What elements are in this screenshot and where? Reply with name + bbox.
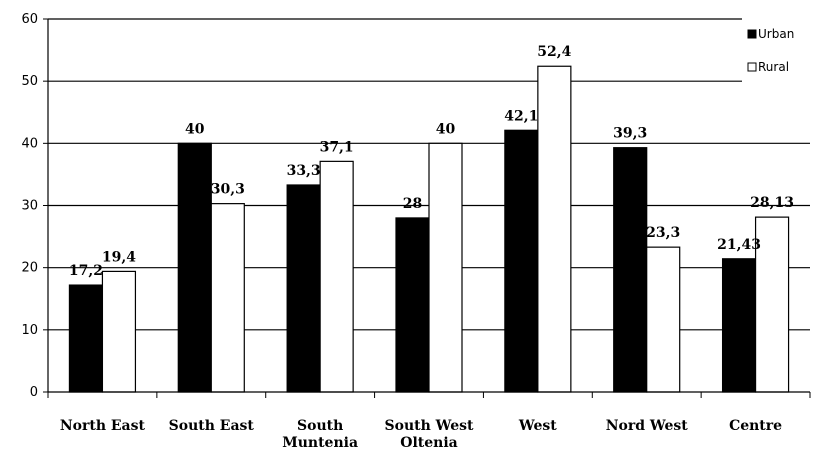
legend-swatch-rural bbox=[747, 62, 757, 72]
x-tick-label: South Muntenia bbox=[282, 418, 358, 451]
data-label: 42,1 bbox=[504, 108, 538, 124]
data-label: 40 bbox=[436, 121, 456, 137]
bar-urban bbox=[613, 147, 648, 393]
data-label: 19,4 bbox=[102, 249, 136, 265]
x-tick-label: West bbox=[518, 418, 557, 434]
bar-urban bbox=[286, 184, 321, 393]
x-tick-label: Nord West bbox=[606, 418, 689, 434]
legend-label-rural: Rural bbox=[758, 60, 789, 74]
y-tick-label: 60 bbox=[21, 12, 38, 27]
bar-urban bbox=[504, 129, 539, 393]
y-tick-label: 50 bbox=[21, 74, 38, 89]
data-label: 21,43 bbox=[717, 237, 761, 253]
x-axis: North East South East South Muntenia South W… bbox=[47, 391, 811, 451]
x-tick-label: North East bbox=[60, 418, 146, 434]
bar-urban bbox=[68, 284, 104, 393]
y-tick-label: 0 bbox=[30, 385, 38, 400]
data-label: 33,3 bbox=[287, 163, 321, 179]
data-label: 23,3 bbox=[646, 225, 680, 241]
bars bbox=[68, 65, 790, 393]
bar-rural bbox=[537, 65, 572, 393]
bar-rural bbox=[754, 216, 790, 393]
bar-urban bbox=[721, 258, 757, 393]
data-label: 17,2 bbox=[69, 263, 103, 279]
data-label: 30,3 bbox=[211, 182, 245, 198]
bar-rural bbox=[428, 142, 463, 393]
y-tick-label: 20 bbox=[21, 261, 38, 276]
data-label: 39,3 bbox=[613, 126, 647, 142]
data-label: 28 bbox=[403, 196, 422, 212]
data-label: 52,4 bbox=[537, 44, 571, 60]
y-tick-label: 10 bbox=[21, 323, 38, 338]
bar-rural bbox=[646, 246, 681, 393]
legend-swatch-urban bbox=[747, 29, 757, 39]
data-labels: 17,2 40 33,3 28 42,1 39,3 21,43 19,4 30,3 37,1 40 5… bbox=[69, 44, 794, 279]
y-tick-label: 30 bbox=[21, 199, 38, 214]
bar-rural bbox=[319, 160, 354, 393]
bar-urban bbox=[395, 217, 430, 393]
legend-label-urban: Urban bbox=[758, 27, 794, 41]
legend: Urban Rural bbox=[742, 18, 822, 88]
y-axis: 0 10 20 30 40 50 60 bbox=[21, 12, 49, 400]
y-tick-label: 40 bbox=[21, 136, 38, 151]
bar-rural bbox=[210, 203, 245, 393]
x-tick-label: South West Oltenia bbox=[385, 418, 475, 451]
data-label: 37,1 bbox=[320, 139, 354, 155]
bar-urban bbox=[177, 142, 212, 393]
x-tick-label: South East bbox=[169, 418, 255, 434]
x-tick-label: Centre bbox=[729, 418, 782, 434]
bar-rural bbox=[101, 270, 137, 393]
data-label: 40 bbox=[185, 121, 205, 137]
data-label: 28,13 bbox=[750, 195, 794, 211]
